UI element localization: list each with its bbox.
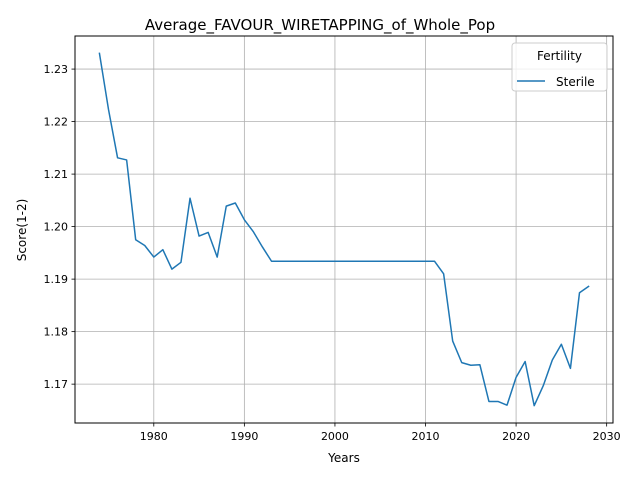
y-tick-label: 1.20 xyxy=(44,221,69,234)
x-tick-label: 2000 xyxy=(321,430,349,443)
x-axis-label: Years xyxy=(327,451,360,465)
x-tick-label: 1990 xyxy=(230,430,258,443)
y-tick-label: 1.22 xyxy=(44,116,69,129)
y-tick-label: 1.18 xyxy=(44,326,69,339)
legend-title: Fertility xyxy=(537,49,582,63)
legend: Fertility Sterile xyxy=(512,43,607,91)
x-tick-label: 2030 xyxy=(593,430,621,443)
x-tick-label: 2010 xyxy=(412,430,440,443)
y-tick-label: 1.21 xyxy=(44,168,69,181)
x-tick-label: 1980 xyxy=(140,430,168,443)
y-tick-label: 1.19 xyxy=(44,273,69,286)
y-tick-label: 1.17 xyxy=(44,378,69,391)
y-tick-label: 1.23 xyxy=(44,63,69,76)
legend-label-sterile: Sterile xyxy=(556,75,595,89)
chart-title: Average_FAVOUR_WIRETAPPING_of_Whole_Pop xyxy=(145,16,495,35)
x-tick-label: 2020 xyxy=(502,430,530,443)
y-axis-label: Score(1-2) xyxy=(15,199,29,262)
